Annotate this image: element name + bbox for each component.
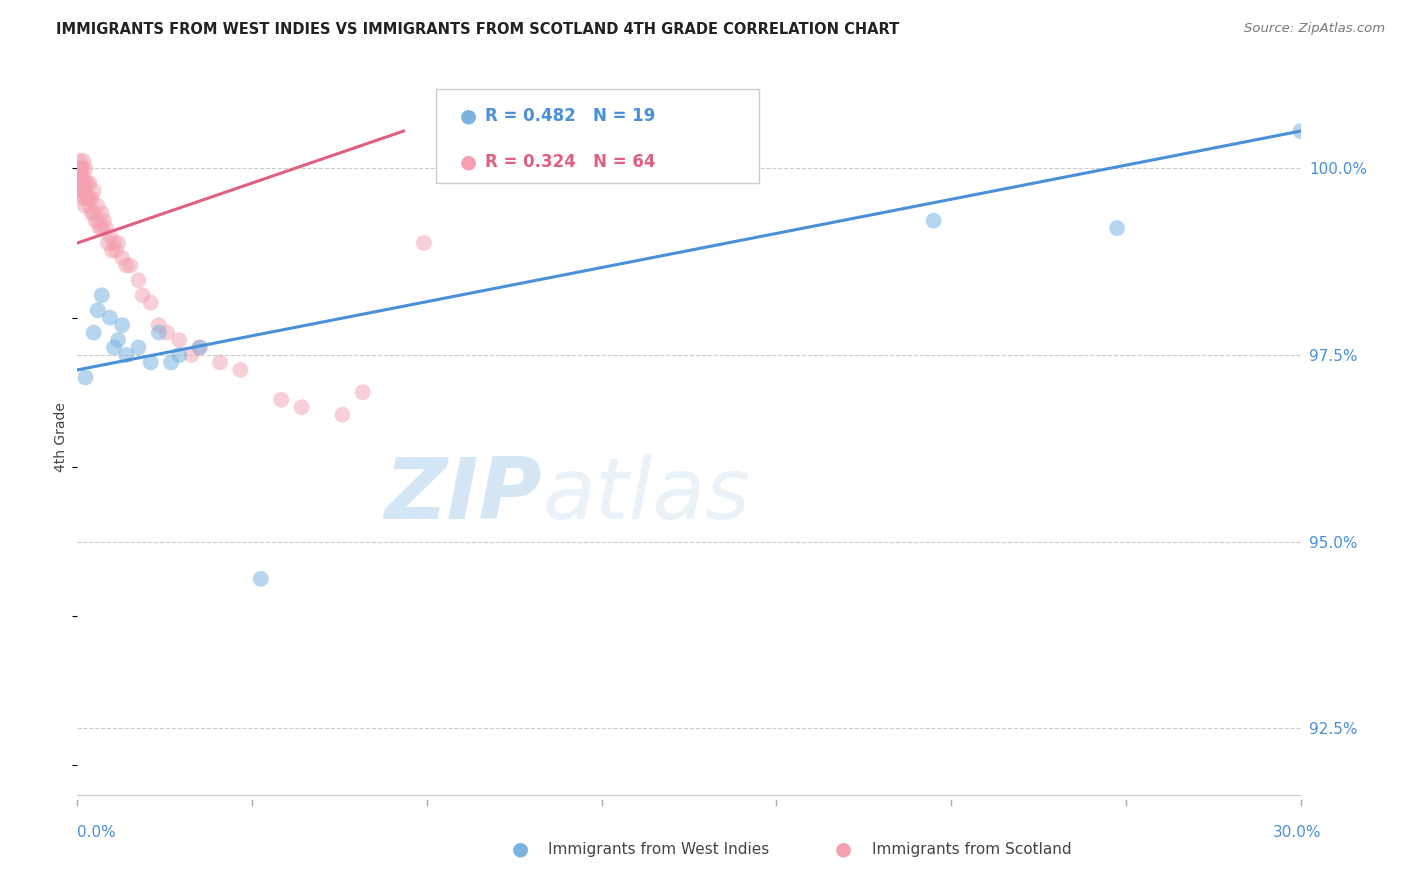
Text: Immigrants from West Indies: Immigrants from West Indies: [548, 842, 769, 856]
Point: [67, 184, 90, 198]
Point: [188, 341, 211, 355]
Point: [139, 355, 162, 369]
Y-axis label: 4th Grade: 4th Grade: [55, 402, 69, 472]
Point: [111, 251, 134, 265]
Point: [83, 326, 105, 340]
Point: [250, 572, 273, 586]
Point: [156, 326, 179, 340]
Point: [93, 213, 115, 227]
Point: [72, 169, 94, 183]
Point: [120, 259, 142, 273]
Text: IMMIGRANTS FROM WEST INDIES VS IMMIGRANTS FROM SCOTLAND 4TH GRADE CORRELATION CH: IMMIGRANTS FROM WEST INDIES VS IMMIGRANT…: [56, 22, 900, 37]
Point: [67, 161, 90, 176]
Point: [169, 348, 191, 362]
Point: [413, 235, 436, 250]
Point: [70, 184, 93, 198]
Point: [79, 177, 101, 191]
Point: [73, 184, 96, 198]
Text: Immigrants from Scotland: Immigrants from Scotland: [872, 842, 1071, 856]
Point: [103, 235, 125, 250]
Point: [67, 169, 90, 183]
Point: [169, 333, 191, 347]
Text: ●: ●: [512, 839, 529, 859]
Point: [209, 355, 232, 369]
Point: [270, 392, 292, 407]
Point: [105, 244, 128, 258]
Text: R = 0.324   N = 64: R = 0.324 N = 64: [485, 153, 655, 171]
Point: [90, 221, 112, 235]
Point: [75, 191, 97, 205]
Point: [1289, 124, 1312, 138]
Point: [922, 213, 945, 227]
Point: [67, 177, 90, 191]
Point: [69, 177, 91, 191]
Point: [87, 199, 110, 213]
Point: [70, 177, 93, 191]
Point: [115, 348, 138, 362]
Point: [83, 206, 105, 220]
Point: [90, 206, 112, 220]
Point: [80, 191, 103, 205]
Point: [75, 161, 97, 176]
Point: [97, 235, 120, 250]
Text: Source: ZipAtlas.com: Source: ZipAtlas.com: [1244, 22, 1385, 36]
Point: [84, 213, 107, 227]
Point: [352, 385, 374, 400]
Point: [180, 348, 202, 362]
Point: [111, 318, 134, 332]
Point: [69, 169, 91, 183]
Point: [72, 177, 94, 191]
Point: [107, 235, 129, 250]
Point: [101, 244, 124, 258]
Point: [87, 303, 110, 318]
Point: [73, 199, 96, 213]
Point: [87, 213, 110, 227]
Point: [72, 184, 94, 198]
Text: R = 0.482   N = 19: R = 0.482 N = 19: [485, 107, 655, 125]
Point: [1107, 221, 1129, 235]
Text: ●: ●: [460, 106, 477, 126]
Point: [80, 206, 103, 220]
Point: [103, 341, 125, 355]
Point: [139, 295, 162, 310]
Point: [79, 199, 101, 213]
Point: [69, 161, 91, 176]
Point: [98, 228, 121, 243]
Point: [148, 326, 170, 340]
Point: [291, 401, 314, 415]
Point: [76, 177, 98, 191]
Point: [131, 288, 153, 302]
Point: [94, 221, 117, 235]
Point: [128, 341, 150, 355]
Point: [76, 191, 98, 205]
Point: [115, 259, 138, 273]
Point: [188, 341, 211, 355]
Point: [98, 310, 121, 325]
Text: atlas: atlas: [543, 454, 751, 537]
Point: [160, 355, 183, 369]
Text: ZIP: ZIP: [384, 454, 543, 537]
Point: [72, 153, 94, 168]
Point: [89, 221, 111, 235]
Point: [128, 273, 150, 287]
Text: ●: ●: [460, 153, 477, 172]
Point: [70, 177, 93, 191]
Text: ●: ●: [835, 839, 852, 859]
Point: [79, 191, 101, 205]
Point: [148, 318, 170, 332]
Point: [229, 363, 252, 377]
Point: [75, 177, 97, 191]
Point: [70, 161, 93, 176]
Point: [83, 184, 105, 198]
Point: [70, 161, 93, 176]
Point: [67, 153, 90, 168]
Point: [75, 370, 97, 384]
Point: [90, 288, 112, 302]
Point: [72, 191, 94, 205]
Text: 30.0%: 30.0%: [1274, 825, 1322, 840]
Point: [107, 333, 129, 347]
Text: 0.0%: 0.0%: [77, 825, 117, 840]
Point: [332, 408, 354, 422]
